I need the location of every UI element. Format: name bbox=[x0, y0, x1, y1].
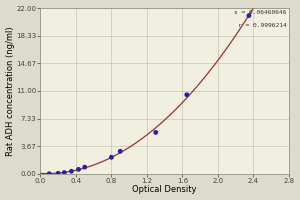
Point bbox=[76, 168, 81, 171]
Text: r = 0.9996214: r = 0.9996214 bbox=[238, 23, 286, 28]
Point bbox=[153, 131, 158, 134]
X-axis label: Optical Density: Optical Density bbox=[132, 185, 197, 194]
Point bbox=[47, 172, 52, 175]
Point bbox=[247, 14, 251, 17]
Text: s = 0.06460646: s = 0.06460646 bbox=[234, 10, 286, 15]
Point bbox=[109, 156, 114, 159]
Point bbox=[56, 172, 61, 175]
Point bbox=[118, 150, 123, 153]
Point bbox=[62, 171, 67, 174]
Point bbox=[69, 170, 74, 173]
Point bbox=[184, 93, 189, 96]
Y-axis label: Rat ADH concentration (ng/ml): Rat ADH concentration (ng/ml) bbox=[6, 26, 15, 156]
Point bbox=[82, 166, 87, 169]
